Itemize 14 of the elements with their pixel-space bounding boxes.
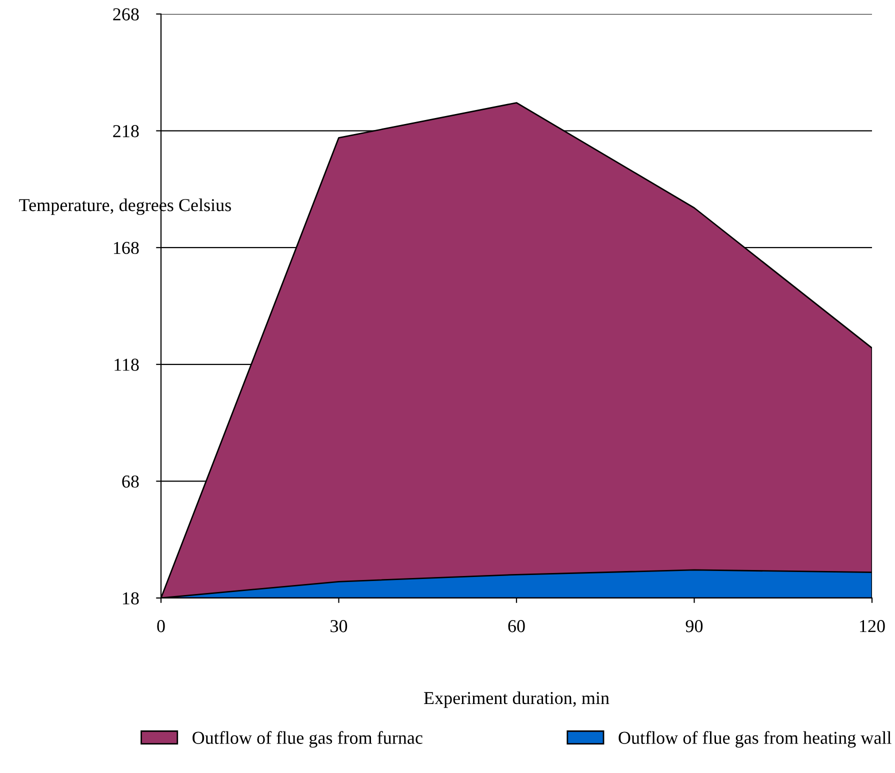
x-tick-label: 0 xyxy=(157,620,165,632)
x-tick-label: 30 xyxy=(330,620,348,632)
y-tick-label: 168 xyxy=(114,242,139,254)
legend-label: Outflow of flue gas from heating wall xyxy=(618,731,892,748)
x-tick-label: 90 xyxy=(686,620,703,632)
y-tick-label: 118 xyxy=(114,358,139,371)
x-tick-label: 120 xyxy=(860,620,885,632)
x-axis-title: Experiment duration, min xyxy=(424,691,610,708)
y-tick-label: 268 xyxy=(113,8,139,20)
y-tick-label: 68 xyxy=(122,475,139,488)
y-tick-label: 218 xyxy=(113,125,139,138)
y-tick-label: 18 xyxy=(123,592,139,604)
legend-label: Outflow of flue gas from furnac xyxy=(192,731,422,748)
x-tick-label: 60 xyxy=(508,620,525,632)
